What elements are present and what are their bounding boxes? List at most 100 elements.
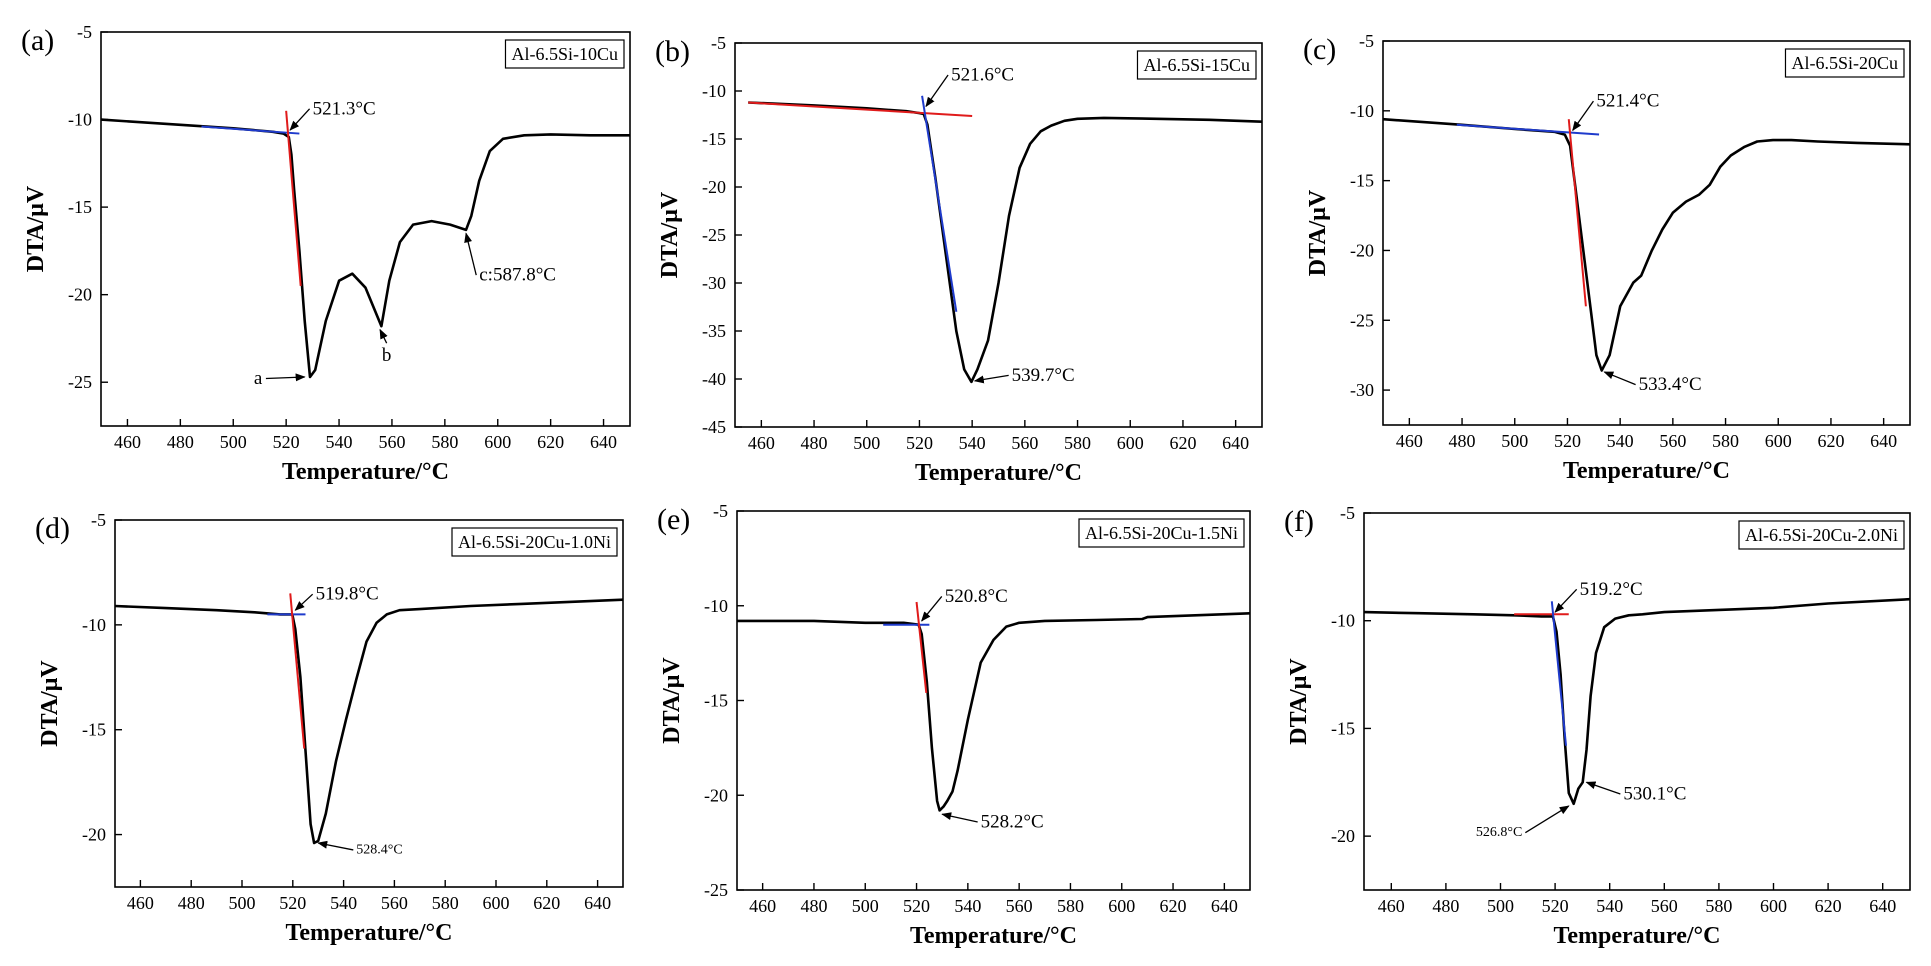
- y-tick-label: -5: [713, 501, 728, 521]
- y-tick-label: -20: [1331, 826, 1355, 846]
- y-tick-label: -15: [1350, 171, 1374, 191]
- y-tick-label: -5: [711, 33, 726, 53]
- plot-frame: [736, 510, 1251, 891]
- x-tick-label: 520: [279, 893, 306, 913]
- x-axis-title: Temperature/°C: [910, 923, 1077, 949]
- x-tick-label: 560: [1006, 896, 1033, 916]
- y-tick-label: -25: [704, 880, 728, 900]
- x-tick-label: 480: [1432, 896, 1459, 916]
- y-tick-label: -10: [1350, 101, 1374, 121]
- x-tick-label: 480: [167, 432, 194, 452]
- panel-label: (a): [21, 24, 54, 57]
- dta-panel: 460 480 500 520 540 560 580 600 620 640 -5 -10 -15 -2…: [35, 510, 624, 946]
- annotation-arrow: [289, 108, 311, 131]
- x-tick-label: 540: [326, 432, 353, 452]
- peak-annotation: 528.2°C: [981, 811, 1044, 832]
- plot-frame: [734, 42, 1263, 428]
- x-tick-label: 520: [273, 432, 300, 452]
- legend-label: Al-6.5Si-20Cu-1.5Ni: [1085, 523, 1238, 543]
- x-tick-label: 500: [852, 896, 879, 916]
- x-tick-label: 580: [1712, 431, 1739, 451]
- y-tick-label: -10: [1331, 611, 1355, 631]
- onset-tangent-line: [915, 601, 928, 694]
- peak-annotation: 533.4°C: [1639, 374, 1702, 395]
- peak-annotation: 519.8°C: [316, 584, 379, 605]
- x-tick-label: 560: [1651, 896, 1678, 916]
- peak-annotation: 526.8°C: [1476, 825, 1522, 840]
- x-tick-label: 500: [1487, 896, 1514, 916]
- x-tick-label: 640: [590, 432, 617, 452]
- legend: Al-6.5Si-20Cu-2.0Ni: [1738, 520, 1905, 550]
- x-tick-label: 640: [584, 893, 611, 913]
- peak-annotation: 530.1°C: [1623, 784, 1686, 805]
- x-tick-label: 580: [431, 432, 458, 452]
- x-tick-label: 600: [1760, 896, 1787, 916]
- annotation-arrow: [317, 840, 354, 851]
- peak-annotation: c:587.8°C: [479, 265, 556, 286]
- annotation-arrow: [294, 593, 314, 611]
- dta-panel: 460 480 500 520 540 560 580 600 620 640 -5 -10 -15 -2…: [1284, 503, 1911, 949]
- x-tick-label: 560: [1659, 431, 1686, 451]
- y-axis-title: DTA/μV: [659, 657, 685, 744]
- y-axis-title: DTA/μV: [23, 185, 49, 272]
- x-axis-title: Temperature/°C: [1554, 923, 1721, 949]
- legend-label: Al-6.5Si-20Cu: [1791, 53, 1898, 73]
- onset-tangent-line: [1456, 123, 1600, 136]
- x-tick-label: 580: [1057, 896, 1084, 916]
- x-tick-label: 640: [1222, 433, 1249, 453]
- y-tick-label: -5: [1340, 503, 1355, 523]
- y-tick-label: -5: [91, 510, 106, 530]
- x-tick-label: 460: [748, 433, 775, 453]
- legend: Al-6.5Si-20Cu-1.0Ni: [451, 527, 618, 557]
- y-tick-label: -15: [704, 691, 728, 711]
- x-tick-label: 520: [906, 433, 933, 453]
- panel-label: (e): [657, 503, 690, 536]
- x-tick-label: 580: [432, 893, 459, 913]
- x-tick-label: 500: [1501, 431, 1528, 451]
- peak-annotation: a: [254, 368, 263, 389]
- x-tick-label: 540: [1607, 431, 1634, 451]
- y-tick-label: -5: [1359, 31, 1374, 51]
- y-tick-label: -45: [702, 417, 726, 437]
- dta-panel: 460 480 500 520 540 560 580 600 620 640 -5 -10 -15 -2…: [21, 22, 631, 485]
- x-tick-label: 640: [1869, 896, 1896, 916]
- x-tick-label: 620: [537, 432, 564, 452]
- x-tick-label: 560: [378, 432, 405, 452]
- peak-annotation: 521.4°C: [1596, 91, 1659, 112]
- x-tick-label: 480: [801, 433, 828, 453]
- peak-annotation: 528.4°C: [356, 842, 402, 857]
- y-axis-title: DTA/μV: [1305, 189, 1331, 276]
- y-tick-label: -30: [1350, 380, 1374, 400]
- peak-annotation: b: [382, 345, 392, 366]
- x-tick-label: 620: [1160, 896, 1187, 916]
- onset-tangent-line: [1567, 119, 1587, 307]
- annotation-arrow: [265, 373, 306, 382]
- dta-curve: [737, 612, 1251, 812]
- annotation-arrow: [973, 374, 1009, 384]
- x-tick-label: 540: [954, 896, 981, 916]
- legend-label: Al-6.5Si-20Cu-2.0Ni: [1745, 525, 1898, 545]
- annotation-arrow: [941, 812, 978, 823]
- x-tick-label: 640: [1870, 431, 1897, 451]
- peak-annotation: 520.8°C: [945, 586, 1008, 607]
- annotation-arrow: [925, 74, 949, 108]
- annotation-arrow: [1603, 371, 1636, 386]
- legend: Al-6.5Si-10Cu: [504, 39, 625, 69]
- onset-tangent-line: [748, 101, 973, 117]
- y-tick-label: -15: [1331, 718, 1355, 738]
- plot-frame: [114, 519, 624, 888]
- onset-tangent-line: [1550, 601, 1568, 746]
- peak-annotation: 521.3°C: [313, 98, 376, 119]
- y-tick-label: -20: [704, 785, 728, 805]
- x-tick-label: 460: [114, 432, 141, 452]
- annotation-arrow: [1585, 781, 1621, 795]
- legend-box: [504, 39, 625, 69]
- x-tick-label: 480: [178, 893, 205, 913]
- y-tick-label: -25: [1350, 310, 1374, 330]
- onset-tangent-line: [285, 110, 302, 286]
- annotation-arrow: [464, 232, 477, 276]
- x-tick-label: 620: [1815, 896, 1842, 916]
- dta-curve: [114, 598, 624, 845]
- x-tick-label: 500: [229, 893, 256, 913]
